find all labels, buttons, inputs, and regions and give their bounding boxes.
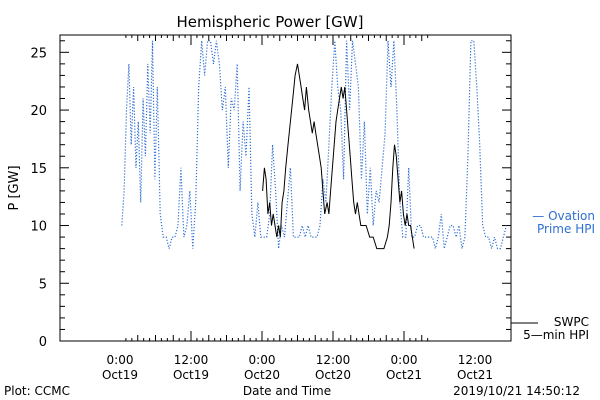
y-tick-label: 15 [30, 162, 47, 177]
y-axis-label: P [GW] [7, 165, 22, 210]
x-tick-date-label: Oct19 [173, 368, 209, 382]
x-tick-time-label: 0:00 [391, 353, 418, 367]
y-tick-label: 25 [30, 46, 47, 61]
x-tick-date-label: Oct20 [315, 368, 351, 382]
x-tick-time-label: 12:00 [316, 353, 351, 367]
y-tick-label: 5 [39, 277, 47, 292]
footer-timestamp: 2019/10/21 14:50:12 [453, 384, 580, 398]
legend-swpc-line2: 5—min HPI [523, 328, 589, 342]
legend-ovation-line2: Prime HPI [537, 222, 595, 236]
y-tick-label: 10 [30, 220, 47, 235]
y-tick-label: 0 [39, 335, 47, 350]
chart-title: Hemispheric Power [GW] [177, 13, 364, 31]
footer-plot-credit: Plot: CCMC [4, 384, 70, 398]
x-tick-time-label: 12:00 [174, 353, 209, 367]
series-line-swpc [262, 63, 415, 250]
x-tick-date-label: Oct19 [102, 368, 138, 382]
legend-swpc-line1: SWPC [554, 315, 589, 329]
x-tick-time-label: 12:00 [458, 353, 493, 367]
legend-ovation-line1: — Ovation [532, 209, 595, 223]
x-axis-label: Date and Time [243, 384, 331, 398]
y-tick-label: 20 [30, 104, 47, 119]
x-tick-time-label: 0:00 [107, 353, 134, 367]
x-tick-date-label: Oct21 [386, 368, 422, 382]
x-tick-date-label: Oct21 [457, 368, 493, 382]
x-tick-time-label: 0:00 [249, 353, 276, 367]
x-tick-date-label: Oct20 [244, 368, 280, 382]
series-line-ovation [121, 40, 507, 250]
